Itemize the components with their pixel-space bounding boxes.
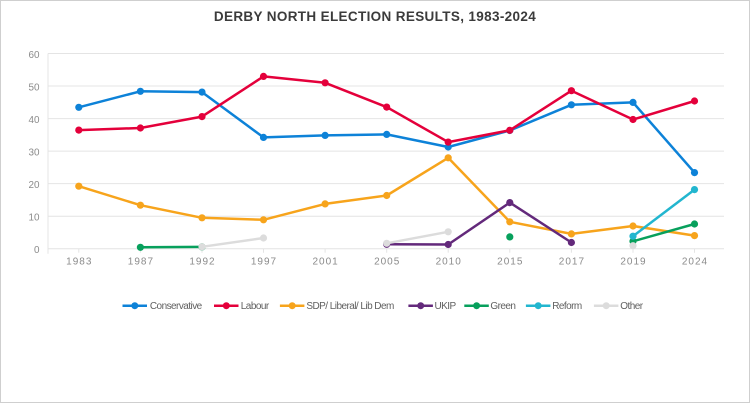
svg-text:40: 40: [29, 115, 40, 126]
svg-text:2017: 2017: [559, 257, 585, 268]
svg-text:2001: 2001: [312, 257, 338, 268]
svg-text:2019: 2019: [620, 257, 646, 268]
svg-text:Labour: Labour: [241, 301, 270, 312]
svg-text:2015: 2015: [497, 257, 523, 268]
svg-text:1997: 1997: [251, 257, 277, 268]
svg-text:60: 60: [29, 50, 40, 61]
svg-text:2010: 2010: [436, 257, 462, 268]
svg-text:Green: Green: [490, 301, 515, 312]
svg-text:UKIP: UKIP: [435, 301, 457, 312]
svg-text:1983: 1983: [66, 257, 92, 268]
svg-text:Reform: Reform: [552, 301, 582, 312]
svg-text:1987: 1987: [128, 257, 154, 268]
svg-text:30: 30: [29, 148, 40, 159]
svg-text:2024: 2024: [682, 257, 708, 268]
svg-text:20: 20: [29, 180, 40, 191]
svg-text:Conservative: Conservative: [150, 301, 203, 312]
svg-text:0: 0: [34, 245, 40, 256]
svg-text:DERBY NORTH ELECTION RESULTS,: DERBY NORTH ELECTION RESULTS, 1983-2024: [214, 9, 536, 24]
svg-text:SDP/ Liberal/ Lib Dem: SDP/ Liberal/ Lib Dem: [306, 301, 394, 312]
svg-text:1992: 1992: [189, 257, 215, 268]
svg-text:50: 50: [29, 82, 40, 93]
svg-text:10: 10: [29, 213, 40, 224]
svg-text:2005: 2005: [374, 257, 400, 268]
svg-text:Other: Other: [620, 301, 643, 312]
